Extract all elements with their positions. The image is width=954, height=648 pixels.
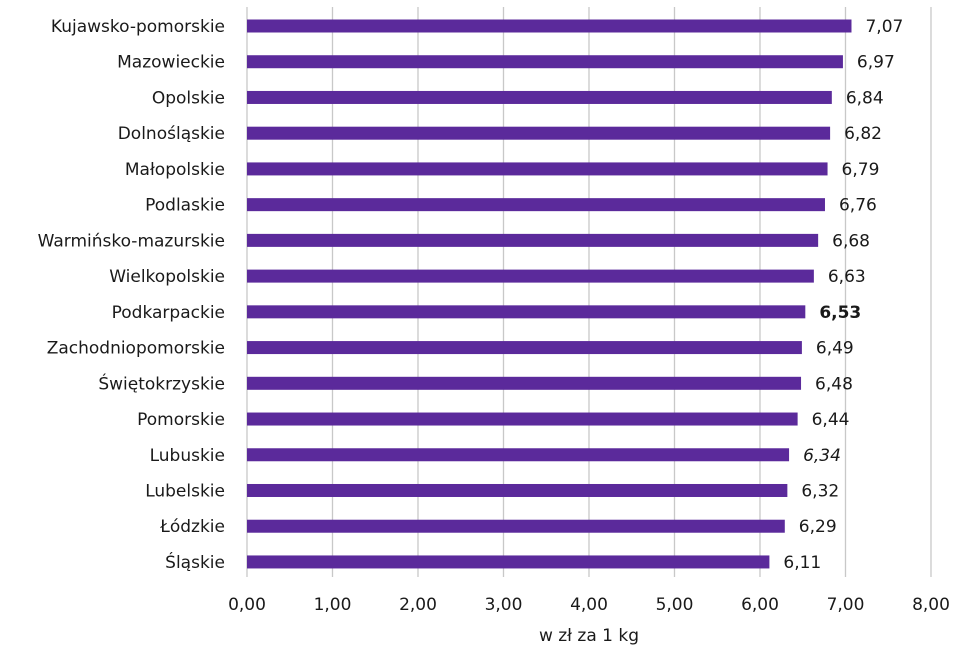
category-label: Dolnośląskie	[118, 124, 225, 144]
bar	[247, 519, 785, 533]
bars	[247, 19, 852, 569]
bar	[247, 305, 806, 319]
x-tick-label: 5,00	[656, 595, 694, 615]
data-label: 6,82	[844, 124, 882, 144]
x-tick-label: 0,00	[228, 595, 266, 615]
data-label: 6,68	[832, 231, 870, 251]
category-label: Podkarpackie	[112, 303, 225, 323]
data-label: 6,34	[803, 446, 841, 466]
data-labels: 7,07 6,97 6,84 6,82 6,79 6,76 6,68 6,63 6,53 6,49…	[783, 17, 903, 573]
bar	[247, 376, 802, 390]
category-label: Łódzkie	[159, 517, 225, 537]
data-label: 6,32	[801, 481, 839, 501]
x-axis-tick-labels: 0,00 1,00 2,00 3,00 4,00 5,00 6,00 7,00 8,00	[228, 595, 950, 615]
category-label: Podlaskie	[145, 196, 225, 216]
category-label: Lubuskie	[150, 446, 225, 466]
bar	[247, 162, 828, 176]
data-label: 6,76	[839, 196, 877, 216]
x-tick-label: 3,00	[485, 595, 523, 615]
data-label: 6,63	[828, 267, 866, 287]
x-tick-label: 8,00	[912, 595, 950, 615]
bar	[247, 483, 788, 497]
data-label: 6,79	[842, 160, 880, 180]
category-label: Opolskie	[152, 88, 225, 108]
data-label: 6,48	[815, 374, 853, 394]
category-label: Mazowieckie	[117, 53, 225, 73]
bar	[247, 55, 843, 69]
data-label: 6,29	[799, 517, 837, 537]
bar	[247, 448, 790, 462]
bar	[247, 341, 802, 355]
bar	[247, 198, 825, 212]
category-label: Śląskie	[165, 551, 225, 573]
bar	[247, 90, 832, 104]
x-tick-label: 4,00	[570, 595, 608, 615]
category-label: Lubelskie	[145, 481, 225, 501]
category-label: Świętokrzyskie	[98, 372, 225, 394]
data-label: 6,11	[783, 553, 821, 573]
x-axis-title: w zł za 1 kg	[539, 626, 639, 646]
x-tick-label: 7,00	[827, 595, 865, 615]
category-label: Pomorskie	[137, 410, 225, 430]
data-label: 6,97	[857, 53, 895, 73]
bar	[247, 233, 819, 247]
data-label: 6,49	[816, 339, 854, 359]
category-labels: Kujawsko-pomorskie Mazowieckie Opolskie Dol…	[38, 17, 225, 573]
x-tick-label: 1,00	[314, 595, 352, 615]
category-label: Małopolskie	[125, 160, 225, 180]
data-label: 6,44	[812, 410, 850, 430]
data-label: 6,84	[846, 88, 884, 108]
category-label: Zachodniopomorskie	[47, 339, 225, 359]
data-label: 7,07	[865, 17, 903, 37]
bar	[247, 555, 770, 569]
data-label: 6,53	[819, 303, 861, 323]
x-tick-label: 2,00	[399, 595, 437, 615]
x-tick-label: 6,00	[741, 595, 779, 615]
category-label: Warmińsko-mazurskie	[38, 231, 225, 251]
category-label: Wielkopolskie	[109, 267, 225, 287]
bar	[247, 269, 814, 283]
bar	[247, 19, 852, 33]
bar	[247, 126, 831, 140]
category-label: Kujawsko-pomorskie	[51, 17, 225, 37]
bar	[247, 412, 798, 426]
